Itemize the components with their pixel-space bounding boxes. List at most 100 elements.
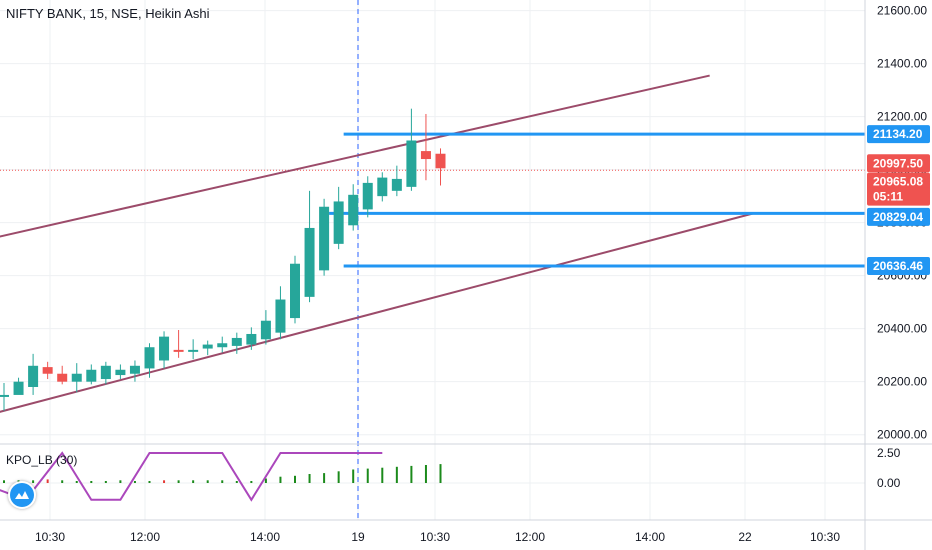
kpo-panel — [0, 443, 932, 502]
candle — [0, 383, 9, 411]
candles — [0, 108, 446, 411]
price-label: 20997.50 — [873, 156, 923, 170]
candle — [159, 331, 170, 369]
y-tick-label: 20200.00 — [877, 375, 927, 389]
candle — [13, 377, 24, 395]
candle — [71, 363, 82, 393]
candle — [304, 190, 315, 303]
trendlines[interactable] — [0, 74, 754, 413]
price-label-box — [867, 172, 930, 191]
candle-body — [159, 336, 170, 361]
price-label-box — [867, 207, 930, 226]
candle-body — [42, 367, 53, 374]
candle — [86, 364, 97, 385]
x-tick-label: 12:00 — [130, 530, 160, 544]
candle — [173, 330, 184, 358]
candle-body — [406, 140, 417, 187]
candle — [260, 310, 271, 345]
candle — [377, 172, 388, 202]
candle — [319, 198, 330, 276]
candle — [217, 336, 228, 353]
price-label: 21134.20 — [873, 127, 923, 141]
candle-body — [319, 206, 330, 271]
candle-body — [0, 394, 9, 397]
y-tick-label: 21600.00 — [877, 4, 927, 18]
candle-body — [377, 177, 388, 197]
candle — [348, 184, 359, 231]
candle-body — [246, 333, 257, 345]
candle-body — [28, 365, 39, 387]
candle — [362, 176, 373, 218]
trendline-0 — [0, 74, 710, 238]
candle — [57, 365, 68, 385]
candle-body — [71, 373, 82, 382]
price-label-box — [867, 125, 930, 144]
candle — [391, 165, 402, 197]
candle-body — [260, 320, 271, 340]
candle-body — [115, 369, 126, 376]
y-tick-label: 21400.00 — [877, 57, 927, 71]
candle — [28, 353, 39, 395]
candle-body — [290, 263, 300, 319]
price-label-box — [867, 187, 930, 206]
price-label-box — [867, 154, 930, 173]
x-tick-label: 22 — [738, 530, 752, 544]
candle-body — [173, 349, 184, 352]
indicator-tick-label: 0.00 — [877, 476, 901, 490]
candle-body — [304, 227, 315, 297]
price-label: 20965.08 — [873, 175, 923, 189]
x-tick-label: 10:30 — [810, 530, 840, 544]
candle-body — [188, 349, 199, 352]
price-label: 20636.46 — [873, 259, 923, 273]
price-label: 05:11 — [873, 190, 903, 204]
kpo-line — [0, 451, 383, 502]
y-tick-label: 20400.00 — [877, 322, 927, 336]
candle — [435, 148, 446, 186]
candle-body — [86, 369, 97, 382]
candle — [42, 361, 53, 380]
candle — [246, 327, 257, 350]
grid-lines — [0, 0, 865, 520]
candle-body — [231, 337, 242, 346]
candle-body — [435, 153, 446, 169]
x-tick-label: 14:00 — [635, 530, 665, 544]
candle — [188, 339, 199, 360]
candle-body — [57, 373, 68, 382]
candle-body — [333, 201, 344, 244]
candle — [275, 286, 286, 340]
candle-body — [275, 299, 286, 333]
chart-title: NIFTY BANK, 15, NSE, Heikin Ashi — [6, 6, 210, 21]
candle — [333, 186, 344, 250]
horizontal-lines[interactable] — [329, 132, 865, 268]
x-tick-label: 12:00 — [515, 530, 545, 544]
x-tick-label: 10:30 — [420, 530, 450, 544]
x-tick-label: 10:30 — [35, 530, 65, 544]
candle-body — [420, 151, 431, 160]
candle — [129, 360, 140, 382]
candle-body — [391, 178, 402, 191]
crosshair — [0, 0, 865, 520]
tradingview-logo-icon[interactable] — [8, 481, 36, 509]
candle — [144, 343, 155, 378]
candle-body — [13, 381, 24, 395]
x-tick-label: 14:00 — [250, 530, 280, 544]
x-tick-label: 19 — [351, 530, 365, 544]
candle — [290, 255, 300, 324]
y-tick-label: 21200.00 — [877, 110, 927, 124]
candle-body — [202, 344, 213, 349]
indicator-tick-label: 2.50 — [877, 446, 901, 460]
trendline-1 — [0, 212, 754, 413]
candle-body — [362, 182, 373, 210]
price-label: 20829.04 — [873, 210, 923, 224]
candle-body — [129, 365, 140, 374]
indicator-title: KPO_LB (30) — [6, 453, 78, 467]
candle — [100, 361, 111, 385]
candle-body — [348, 194, 359, 226]
cloud-icon — [10, 483, 34, 507]
price-label-box — [867, 256, 930, 275]
candle-body — [100, 365, 111, 380]
candle-body — [217, 343, 228, 348]
